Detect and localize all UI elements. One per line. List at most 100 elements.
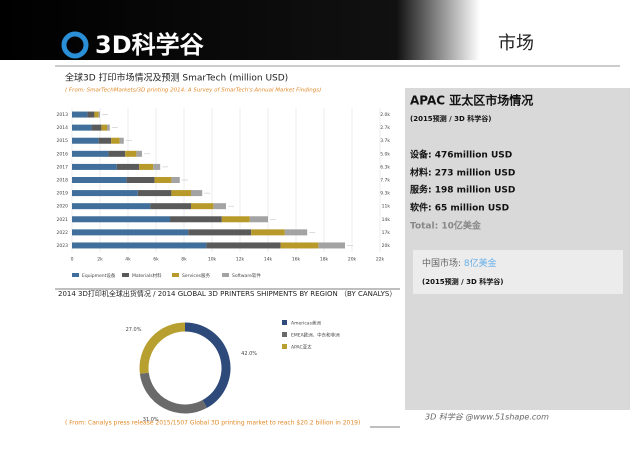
bar-segment	[72, 190, 138, 197]
data-label: 27.0%	[126, 327, 142, 333]
total-label: 3.7k	[380, 138, 390, 144]
panel	[405, 88, 630, 410]
footer: 3D 科学谷 @www.51shape.com	[425, 413, 549, 422]
x-tick-label: 18k	[320, 257, 329, 263]
bar-segment	[206, 242, 281, 249]
legend-swatch	[122, 273, 129, 277]
bar-segment	[251, 229, 285, 236]
total-label: 9.3k	[380, 191, 390, 197]
panel-total: Total: 10亿美金	[410, 220, 482, 232]
donut-slice	[184, 322, 231, 408]
x-tick-label: 20k	[348, 257, 357, 263]
legend-swatch	[282, 344, 287, 349]
total-label: 17k	[382, 230, 391, 236]
chart-title: 全球3D 打印市场情况及预测 SmarTech (million USD)	[65, 72, 288, 84]
y-tick-label: 2023	[57, 243, 69, 249]
y-tick-label: 2018	[57, 178, 69, 184]
bar-segment	[111, 137, 120, 144]
bar-segment	[126, 177, 155, 183]
legend-label: EMEA欧洲、中东和非洲	[291, 332, 340, 339]
source: ( From: SmarTechMarkets/3D printing 2014…	[65, 88, 321, 94]
panel-title: APAC 亚太区市场情况	[410, 93, 533, 108]
panel-line: 服务: 198 million USD	[410, 184, 515, 196]
bar-segment	[191, 203, 214, 210]
total-label: 2.7k	[380, 125, 390, 131]
x-tick-label: 10k	[208, 257, 217, 263]
logo-icon	[61, 31, 89, 59]
china-line: 中国市场: 8亿美金	[422, 257, 497, 269]
logo: 3D科学谷	[95, 31, 205, 59]
source: ( From: Canalys press release 2015/1507 …	[65, 420, 360, 427]
panel-line: 设备: 476million USD	[410, 149, 512, 161]
panel-line: 软件: 65 million USD	[410, 202, 509, 214]
y-tick-label: 2020	[57, 204, 69, 210]
donut-slice	[139, 372, 207, 414]
total-label: 6.3k	[380, 164, 390, 170]
y-tick-label: 2021	[57, 217, 69, 223]
chart-title: 2014 3D打印机全球出货情况 / 2014 GLOBAL 3D PRINTE…	[58, 289, 396, 298]
x-tick-label: 4k	[125, 257, 131, 263]
legend-swatch	[172, 273, 179, 277]
bar-segment	[101, 124, 107, 131]
x-tick-label: 2k	[97, 257, 103, 263]
bar-segment	[72, 137, 99, 144]
china-label: 中国市场:	[422, 257, 464, 269]
x-tick-label: 22k	[376, 257, 385, 263]
y-tick-label: 2022	[57, 230, 69, 236]
bar-segment	[154, 177, 172, 183]
bar-segment	[72, 242, 207, 249]
bar-segment	[150, 203, 191, 210]
bar-segment	[72, 216, 170, 223]
x-tick-label: 12k	[236, 257, 245, 263]
bar-segment	[137, 190, 172, 197]
bar-segment	[72, 177, 127, 183]
bar-segment	[107, 124, 110, 131]
bar-segment	[280, 242, 319, 249]
bar-segment	[191, 190, 203, 197]
x-tick-label: 0	[71, 257, 74, 263]
y-tick-label: 2013	[57, 112, 69, 118]
bar-segment	[171, 190, 191, 197]
legend-swatch	[222, 273, 229, 277]
total-label: 7.7k	[380, 178, 390, 184]
header-bar	[0, 0, 640, 60]
y-tick-label: 2016	[57, 151, 69, 157]
bar-segment	[170, 216, 222, 223]
data-label: 31.0%	[143, 417, 159, 423]
bar-segment	[188, 229, 252, 236]
legend-label: Services服务	[182, 272, 210, 279]
bar-segment	[139, 163, 154, 170]
bar-segment	[108, 150, 126, 157]
bar-segment	[72, 150, 109, 157]
legend-label: Software软件	[232, 272, 261, 279]
total-label: 20k	[382, 243, 391, 249]
y-tick-label: 2014	[57, 125, 69, 131]
bar-segment	[72, 229, 189, 236]
bar-segment	[72, 203, 151, 210]
bar-segment	[72, 163, 117, 170]
bar-segment	[94, 111, 99, 118]
legend-label: Equipment设备	[82, 272, 116, 279]
legend-label: Materials材料	[132, 272, 162, 279]
bar-segment	[87, 111, 95, 118]
bar-segment	[213, 203, 226, 210]
china-box	[413, 250, 623, 294]
y-tick-label: 2017	[57, 164, 69, 170]
bar-segment	[116, 163, 140, 170]
china-note: (2015预测 / 3D 科学谷)	[422, 277, 503, 286]
bar-segment	[72, 111, 88, 118]
bar-segment	[249, 216, 268, 223]
total-label: 5.0k	[380, 151, 390, 157]
bar-segment	[125, 150, 137, 157]
x-tick-label: 14k	[264, 257, 273, 263]
bar-segment	[153, 163, 161, 170]
bar-segment	[91, 124, 102, 131]
total-label: 14k	[382, 217, 391, 223]
china-value: 8亿美金	[464, 257, 497, 269]
y-tick-label: 2019	[57, 191, 69, 197]
donut-slice	[139, 322, 186, 374]
bar-segment	[221, 216, 250, 223]
bar-segment	[98, 137, 112, 144]
bar-segment	[318, 242, 345, 249]
